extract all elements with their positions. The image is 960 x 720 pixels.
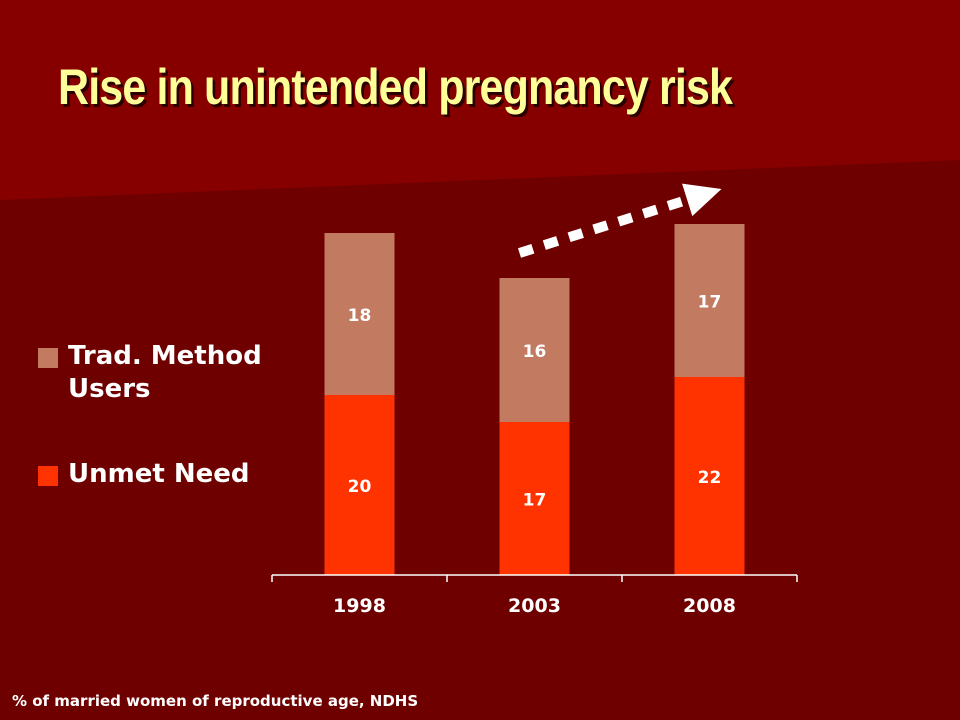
data-label-unmet-need-2003: 17 bbox=[523, 491, 547, 511]
data-label-unmet-need-2008: 22 bbox=[698, 468, 722, 488]
bar-unmet-need-2008 bbox=[674, 377, 745, 575]
data-label-trad-method-users-2008: 17 bbox=[698, 293, 722, 313]
data-label-trad-method-users-2003: 16 bbox=[523, 342, 547, 362]
x-tick-label-1998: 1998 bbox=[333, 595, 386, 617]
bar-trad-method-users-1998 bbox=[324, 233, 395, 395]
trend-arrow-head bbox=[682, 183, 722, 217]
slide-title: Rise in unintended pregnancy risk bbox=[58, 59, 733, 115]
x-tick-label-2003: 2003 bbox=[508, 595, 561, 617]
legend-item-unmet-need: Unmet Need bbox=[38, 458, 318, 491]
bar-unmet-need-1998 bbox=[324, 395, 395, 575]
chart-legend: Trad. Method Users Unmet Need bbox=[38, 340, 318, 491]
legend-item-trad-method-users: Trad. Method Users bbox=[38, 340, 318, 406]
legend-label-trad-method-users: Trad. Method Users bbox=[68, 341, 262, 404]
legend-swatch-trad-method-users bbox=[38, 348, 58, 368]
bar-unmet-need-2003 bbox=[499, 422, 570, 575]
data-label-unmet-need-1998: 20 bbox=[348, 477, 372, 497]
x-tick-label-2008: 2008 bbox=[683, 595, 736, 617]
legend-label-unmet-need: Unmet Need bbox=[68, 459, 250, 489]
trend-arrow-dotted-line bbox=[517, 195, 689, 258]
data-label-trad-method-users-1998: 18 bbox=[348, 306, 372, 326]
source-caption: % of married women of reproductive age, … bbox=[12, 692, 419, 710]
bar-trad-method-users-2008 bbox=[674, 224, 745, 377]
bar-trad-method-users-2003 bbox=[499, 278, 570, 422]
legend-swatch-unmet-need bbox=[38, 466, 58, 486]
